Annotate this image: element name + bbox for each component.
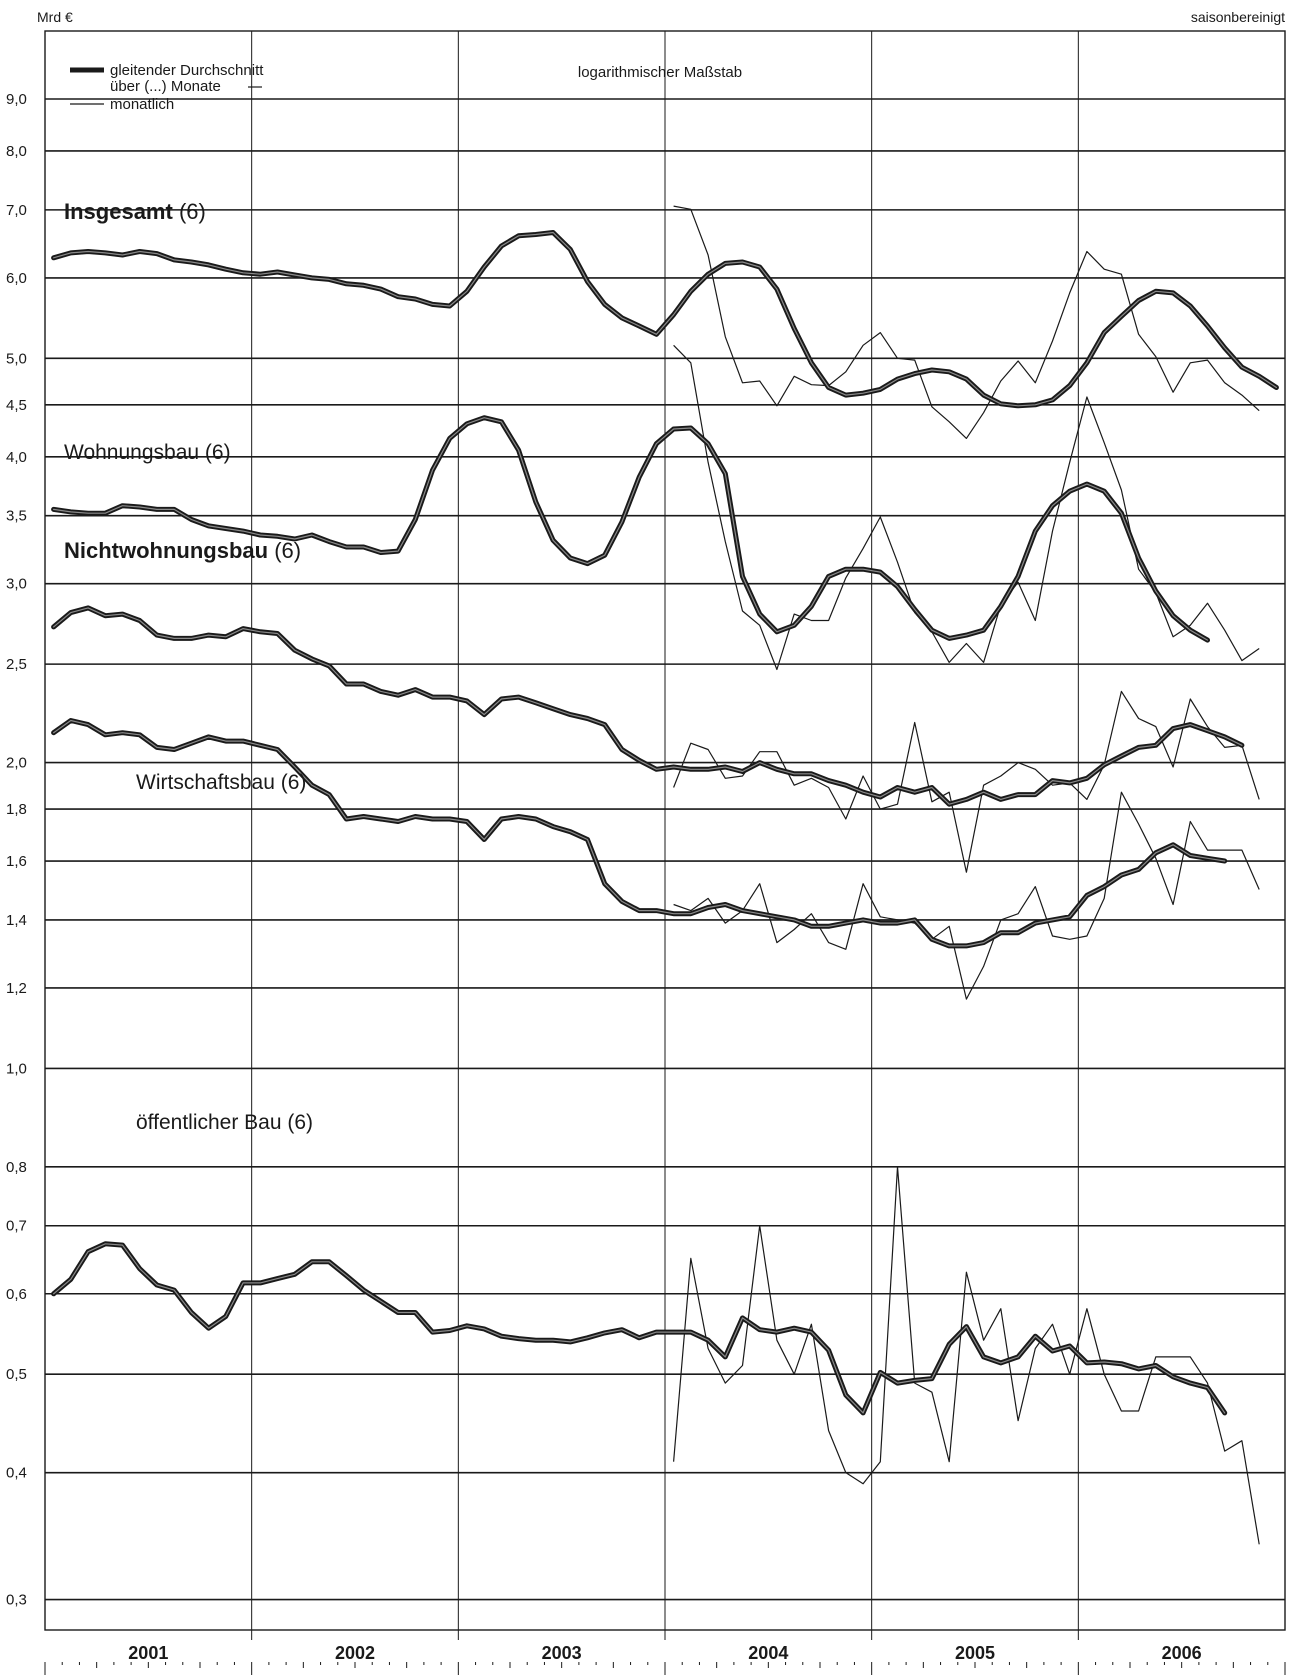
legend-avg-label-1: gleitender Durchschnitt [110,62,264,79]
moving-average-highlight-wirtschaftsbau [53,719,1226,947]
moving-average-line-wirtschaftsbau [51,718,1228,949]
y-tick-label: 1,0 [6,1060,27,1077]
y-tick-label: 0,5 [6,1366,27,1383]
year-label: 2002 [335,1643,375,1663]
y-tick-label: 9,0 [6,91,27,108]
series-label: Wohnungsbau (6) [64,441,231,464]
y-tick-label: 4,0 [6,449,27,466]
seasonally-adjusted-label: saisonbereinigt [1191,9,1285,25]
year-label: 2003 [542,1643,582,1663]
y-tick-label: 1,8 [6,801,27,818]
y-tick-label: 1,4 [6,912,27,929]
y-axis-tick-labels: 0,3 0,4 0,5 0,6 0,7 0,8 1,0 1,2 1,4 1,6 1,8 2,0 2,5 3… [6,91,27,1609]
moving-average-highlight-wohnungsbau [53,417,1209,641]
series-label: Wirtschaftsbau (6) [136,771,306,794]
y-tick-label: 0,7 [6,1218,27,1235]
year-labels: 2001 2002 2003 2004 2005 2006 [128,1643,1201,1663]
y-tick-label: 6,0 [6,270,27,287]
y-tick-label: 4,5 [6,397,27,414]
y-unit-label: Mrd € [37,9,73,25]
y-tick-label: 3,0 [6,576,27,593]
log-scale-note: logarithmischer Maßstab [578,64,742,81]
y-tick-label: 2,0 [6,755,27,772]
monthly-line-wohnungsbau [673,344,1260,671]
monthly-line-insgesamt [673,205,1260,439]
year-label: 2005 [955,1643,995,1663]
series-lines [51,205,1279,1545]
y-tick-label: 0,4 [6,1465,27,1482]
legend-monthly-label: monatlich [110,96,174,113]
y-tick-label: 3,5 [6,508,27,525]
y-tick-label: 8,0 [6,143,27,160]
y-tick-label: 2,5 [6,656,27,673]
year-label: 2004 [748,1643,788,1663]
y-tick-label: 7,0 [6,202,27,219]
y-tick-label: 1,6 [6,853,27,870]
year-label: 2006 [1162,1643,1202,1663]
year-label: 2001 [128,1643,168,1663]
series-label: Insgesamt (6) [64,199,206,224]
monthly-line--ffentlicher-bau [673,1166,1260,1545]
legend-avg-label-2: über (...) Monate [110,78,221,95]
monthly-line-wirtschaftsbau [673,791,1260,1000]
y-tick-label: 0,3 [6,1592,27,1609]
series-label: Nichtwohnungsbau (6) [64,538,301,563]
moving-average-highlight-nichtwohnungsbau [53,607,1243,805]
plot-frame [44,30,1286,1631]
month-ticks [44,1662,1286,1675]
moving-average-highlight--ffentlicher-bau [53,1243,1226,1414]
legend: gleitender Durchschnitt über (...) Monat… [70,62,264,113]
y-tick-label: 5,0 [6,350,27,367]
moving-average-highlight-insgesamt [53,231,1277,407]
series-labels: Insgesamt (6) Wohnungsbau (6) Nichtwohnung… [64,199,313,1134]
y-tick-label: 0,6 [6,1286,27,1303]
y-tick-label: 0,8 [6,1159,27,1176]
y-tick-label: 1,2 [6,980,27,997]
series-label: öffentlicher Bau (6) [136,1111,313,1134]
